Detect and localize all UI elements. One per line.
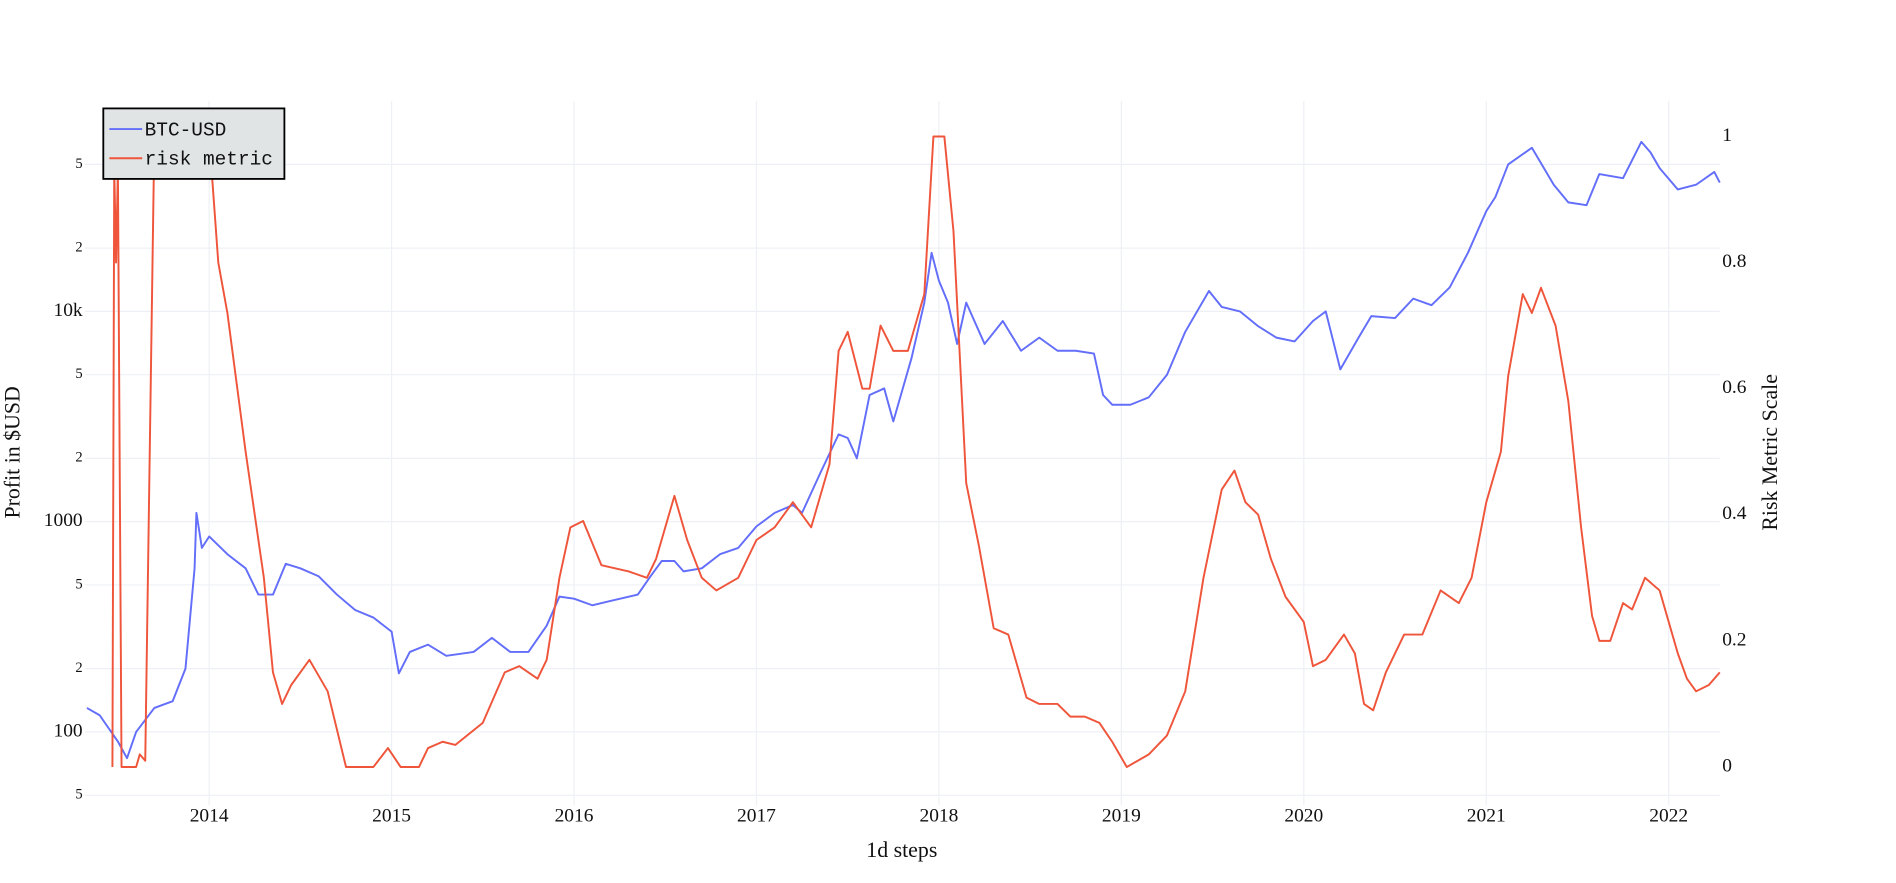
y2-tick-label: 0.6 [1722, 377, 1747, 398]
y-tick-label: 5 [75, 156, 82, 172]
y2-axis-title: Risk Metric Scale [1758, 374, 1782, 531]
x-tick-label: 2020 [1284, 805, 1323, 826]
x-tick-label: 2019 [1102, 805, 1141, 826]
y-tick-label: 2 [75, 239, 82, 255]
y-tick-label: 5 [75, 787, 82, 803]
line-series [111, 135, 1721, 769]
y2-tick-label: 1 [1722, 125, 1732, 146]
y-tick-label: 10k [53, 300, 82, 321]
y2-tick-label: 0.2 [1722, 629, 1746, 650]
x-tick-label: 2014 [190, 805, 229, 826]
y-tick-label: 5 [75, 366, 82, 382]
y2-tick-label: 0 [1722, 755, 1732, 776]
y-tick-label: 5 [75, 576, 82, 592]
y-tick-label: 2 [75, 660, 82, 676]
grid [85, 101, 1720, 805]
line-series [86, 140, 1721, 760]
legend-box [102, 107, 286, 180]
x-axis-title: 1d steps [866, 838, 937, 862]
x-tick-label: 2022 [1649, 805, 1688, 826]
x-tick-label: 2018 [919, 805, 958, 826]
x-tick-label: 2016 [555, 805, 594, 826]
y2-tick-label: 0.8 [1722, 251, 1746, 272]
legend-label: BTC-USD [145, 119, 227, 141]
y2-tick-label: 0.4 [1722, 503, 1747, 524]
legend: BTC-USD risk metric [102, 107, 286, 180]
y-tick-label: 2 [75, 450, 82, 466]
x-tick-label: 2017 [737, 805, 776, 826]
y-tick-label: 1000 [44, 510, 83, 531]
y-tick-label: 100 [53, 720, 82, 741]
y-axis-title: Profit in $USD [1, 386, 25, 518]
x-tick-label: 2015 [372, 805, 411, 826]
legend-label: risk metric [145, 149, 273, 171]
x-tick-label: 2021 [1467, 805, 1506, 826]
